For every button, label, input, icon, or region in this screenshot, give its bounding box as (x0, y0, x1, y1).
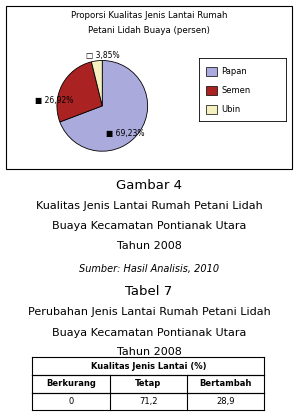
Text: Tabel 7: Tabel 7 (125, 285, 173, 298)
Bar (206, 86, 217, 95)
Text: Gambar 4: Gambar 4 (116, 178, 182, 192)
Wedge shape (91, 61, 102, 106)
Text: Berkurang: Berkurang (46, 379, 96, 388)
Text: Kualitas Jenis Lantai (%): Kualitas Jenis Lantai (%) (91, 362, 206, 371)
Text: Tahun 2008: Tahun 2008 (117, 347, 181, 357)
Text: 71,2: 71,2 (139, 397, 158, 406)
Text: ■ 69,23%: ■ 69,23% (106, 129, 144, 139)
Text: Bertambah: Bertambah (199, 379, 252, 388)
Text: Sumber: Hasil Analisis, 2010: Sumber: Hasil Analisis, 2010 (79, 264, 219, 274)
Text: Kualitas Jenis Lantai Rumah Petani Lidah: Kualitas Jenis Lantai Rumah Petani Lidah (36, 200, 262, 210)
Text: 0: 0 (68, 397, 74, 406)
Text: 28,9: 28,9 (216, 397, 235, 406)
Text: Tahun 2008: Tahun 2008 (117, 241, 181, 251)
Bar (206, 67, 217, 76)
Text: Proporsi Kualitas Jenis Lantai Rumah: Proporsi Kualitas Jenis Lantai Rumah (71, 11, 227, 20)
Text: Buaya Kecamatan Pontianak Utara: Buaya Kecamatan Pontianak Utara (52, 222, 246, 232)
Text: ■ 26,92%: ■ 26,92% (35, 96, 74, 105)
Text: Buaya Kecamatan Pontianak Utara: Buaya Kecamatan Pontianak Utara (52, 327, 246, 337)
Text: Ubin: Ubin (221, 105, 241, 114)
Text: Tetap: Tetap (135, 379, 162, 388)
Text: Perubahan Jenis Lantai Rumah Petani Lidah: Perubahan Jenis Lantai Rumah Petani Lida… (28, 307, 270, 317)
Text: Petani Lidah Buaya (persen): Petani Lidah Buaya (persen) (88, 26, 210, 35)
Text: Semen: Semen (221, 86, 251, 95)
Wedge shape (60, 61, 148, 151)
Text: □ 3,85%: □ 3,85% (86, 51, 120, 61)
Bar (206, 105, 217, 114)
Wedge shape (57, 62, 102, 122)
Text: Papan: Papan (221, 67, 247, 76)
